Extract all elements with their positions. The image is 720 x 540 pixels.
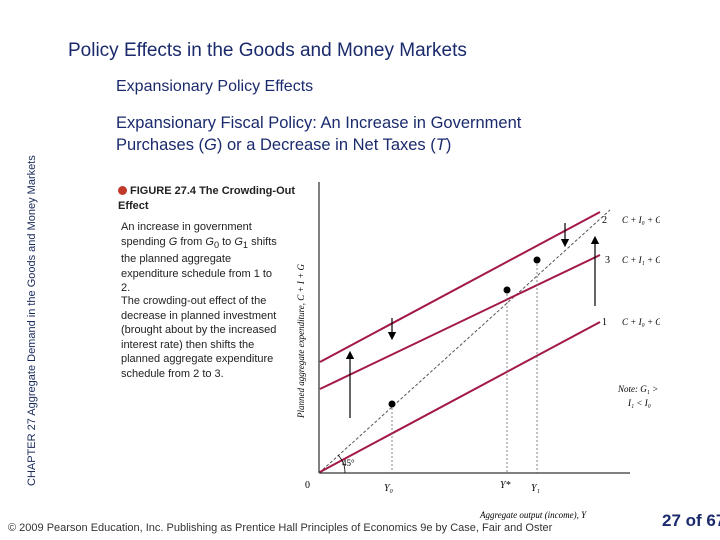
line-label-3: C + I₁ + G₁ — [622, 255, 660, 265]
para1-var-g: G — [168, 235, 178, 248]
chapter-side-label: CHAPTER 27 Aggregate Demand in the Goods… — [26, 155, 38, 486]
para1-sub1: 1 — [242, 239, 249, 250]
para1-pre: An increase in government spending — [121, 221, 252, 248]
page-subtitle: Expansionary Policy Effects — [116, 78, 314, 95]
page-counter: 27 of 67 — [662, 511, 720, 530]
x-axis-label: Aggregate output (income), Y — [479, 510, 587, 520]
note-line-1: Note: G₁ > G₀ — [617, 384, 660, 394]
para1-mid1: from — [177, 235, 206, 248]
heading-line2-pre: Purchases ( — [116, 136, 205, 154]
y-axis-label: Planned aggregate expenditure, C + I + G — [296, 264, 306, 419]
angle-arc — [337, 454, 346, 474]
para1-var-g0: G — [205, 235, 214, 248]
copyright-footer: © 2009 Pearson Education, Inc. Publishin… — [8, 522, 553, 534]
figure-label: FIGURE 27.4 The Crowding-Out Effect — [118, 184, 298, 214]
figure-description-1: An increase in government spending G fro… — [121, 220, 283, 296]
figure-marker-icon — [118, 186, 127, 195]
line-number-2: 2 — [602, 215, 607, 226]
para1-mid2: to — [219, 235, 235, 248]
section-heading: Expansionary Fiscal Policy: An Increase … — [116, 112, 596, 156]
line-label-1: C + I₀ + G₀ — [622, 317, 660, 327]
expenditure-line-1 — [319, 321, 601, 473]
angle-label: 45° — [342, 458, 355, 468]
heading-line2-mid: ) or a Decrease in Net Taxes ( — [216, 136, 436, 154]
equilibrium-point-y1 — [533, 256, 541, 264]
para1-var-g1: G — [234, 235, 243, 248]
line-label-2: C + I₀ + G₁ — [622, 215, 660, 225]
line-number-1: 1 — [602, 317, 607, 328]
heading-line2-post: ) — [445, 136, 452, 154]
figure-label-text: FIGURE 27.4 The Crowding-Out Effect — [118, 185, 296, 212]
forty-five-degree-line — [318, 209, 611, 474]
x-tick-ystar: Y* — [500, 480, 511, 491]
heading-var-g: G — [204, 136, 217, 154]
heading-line1: Expansionary Fiscal Policy: An Increase … — [116, 114, 522, 132]
para1-post: shifts the planned aggregate expenditure… — [121, 235, 277, 295]
note-line-2: I₁ < I₀ — [627, 398, 651, 408]
line-number-3: 3 — [605, 255, 610, 266]
expenditure-line-3 — [319, 254, 601, 390]
x-tick-y1: Y₁ — [531, 483, 540, 494]
expenditure-line-2 — [319, 211, 601, 363]
figure-description-2: The crowding-out effect of the decrease … — [121, 295, 277, 380]
crowding-out-graph: 45° 0 Y₀ Y* Y₁ Aggregate output (income)… — [296, 182, 660, 520]
equilibrium-point-ystar — [503, 286, 511, 294]
page-title: Policy Effects in the Goods and Money Ma… — [68, 40, 467, 61]
heading-var-t: T — [435, 136, 446, 154]
para1-sub0: 0 — [213, 239, 220, 250]
equilibrium-point-y0 — [388, 400, 396, 408]
origin-label: 0 — [305, 480, 310, 491]
x-tick-y0: Y₀ — [384, 483, 394, 494]
